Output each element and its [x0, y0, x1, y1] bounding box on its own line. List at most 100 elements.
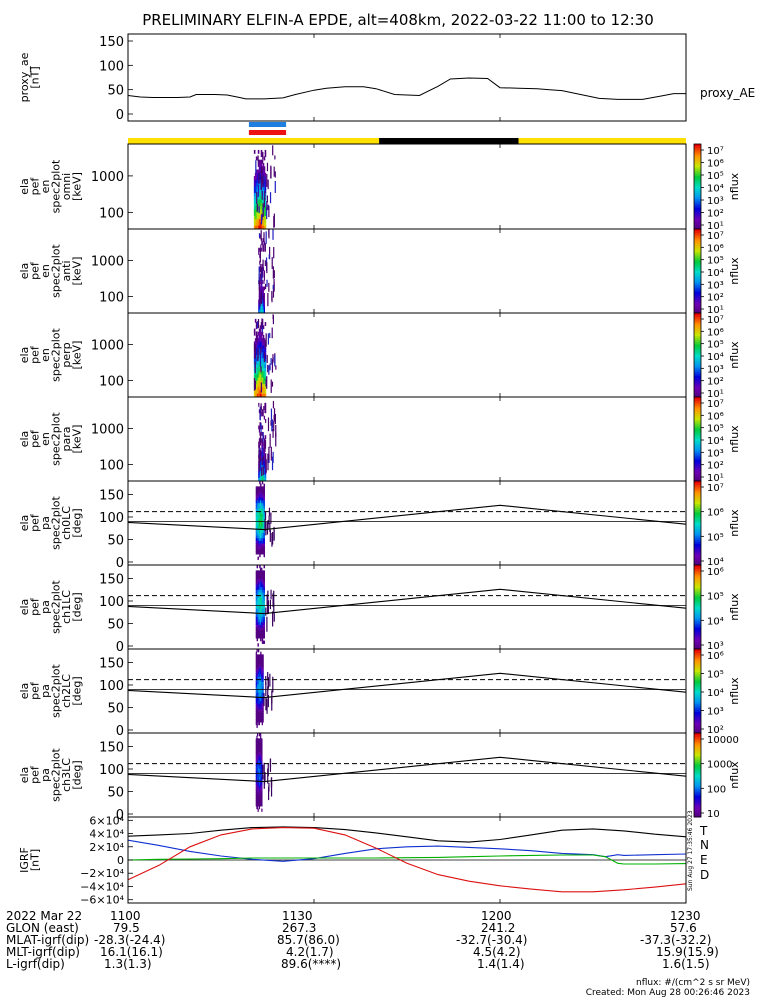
- pitch-angle-streak: [267, 694, 269, 708]
- pitch-angle-cell: [260, 586, 262, 590]
- spectrogram-cell: [263, 367, 266, 372]
- pitch-angle-streak: [269, 599, 272, 610]
- spectrogram-streak: [260, 366, 262, 373]
- colorbar-band: [694, 602, 701, 606]
- colorbar-tick-label: 10²: [707, 461, 724, 472]
- pitch-angle-cell: [258, 629, 260, 634]
- colorbar-band: [694, 756, 701, 759]
- spectrogram-cell: [256, 344, 259, 349]
- pitch-angle-cell: [262, 602, 265, 607]
- spectrogram-cell: [261, 280, 263, 284]
- spectrogram-cell: [261, 347, 264, 352]
- pitch-angle-cell: [261, 746, 263, 750]
- spectrogram-cell: [255, 179, 258, 184]
- spectrogram-cell: [258, 251, 260, 255]
- pitch-angle-cell: [256, 637, 259, 642]
- pitch-angle-cell: [256, 787, 258, 791]
- orbit-bar: [128, 122, 686, 144]
- spectrogram-cell: [259, 172, 262, 177]
- pitch-angle-cell: [257, 589, 259, 593]
- pitch-angle-cell: [261, 765, 263, 769]
- pitch-angle-cell: [260, 665, 263, 669]
- pitch-angle-cell: [257, 502, 259, 506]
- colorbar-band: [694, 308, 701, 312]
- colorbar-band: [694, 489, 701, 492]
- y-axis-label: IGRF: [18, 847, 31, 873]
- pitch-angle-cell: [256, 754, 258, 758]
- spectrogram-streak: [262, 432, 264, 442]
- y-axis-label: spec2plot: [50, 412, 63, 466]
- pitch-angle-cell: [260, 551, 262, 555]
- y-axis-label: pa: [39, 684, 52, 698]
- pitch-angle-cell: [257, 545, 259, 550]
- pitch-angle-cell: [258, 659, 261, 664]
- colorbar-band: [694, 216, 701, 219]
- spectrogram-cell: [258, 473, 260, 478]
- spectrogram-cell: [264, 189, 267, 194]
- pitch-angle-cell: [257, 632, 259, 636]
- pitch-angle-cell: [259, 481, 261, 485]
- pitch-angle-cell: [255, 581, 258, 585]
- spectrogram-cell: [261, 380, 264, 385]
- footer-value: 1130: [282, 909, 313, 923]
- pitch-angle-cell: [260, 778, 262, 783]
- pitch-angle-cell: [257, 532, 259, 536]
- pitch-angle-cell: [256, 789, 258, 793]
- pitch-angle-cell: [256, 667, 258, 672]
- spectrogram-cell: [260, 247, 262, 252]
- pitch-angle-cell: [261, 808, 263, 812]
- colorbar-band: [694, 743, 701, 747]
- pitch-angle-cell: [260, 502, 263, 506]
- pitch-angle-cell: [261, 678, 264, 682]
- colorbar-band: [694, 693, 701, 696]
- spectrogram-cell: [258, 335, 261, 339]
- pitch-angle-cell: [257, 526, 259, 531]
- pitch-angle-cell: [260, 692, 263, 696]
- spectrogram-cell: [254, 192, 257, 197]
- pitch-angle-streak: [265, 676, 267, 686]
- pitch-angle-cell: [260, 751, 262, 756]
- pitch-angle-cell: [260, 486, 263, 490]
- spectrogram-cell: [258, 215, 261, 220]
- pitch-angle-cell: [260, 586, 263, 590]
- spectrogram-cell: [254, 195, 257, 200]
- spectrogram-streak: [261, 268, 263, 282]
- colorbar-tick-label: 10⁴: [707, 184, 724, 195]
- pitch-angle-cell: [259, 613, 261, 617]
- colorbar-band: [694, 156, 701, 160]
- pitch-angle-cell: [257, 489, 259, 493]
- colorbar-band: [694, 615, 701, 618]
- pitch-angle-cell: [256, 741, 259, 745]
- spectrogram-cell: [257, 221, 260, 226]
- pitch-angle-cell: [262, 570, 265, 574]
- pitch-angle-cell: [262, 670, 264, 674]
- spectrogram-cell: [258, 328, 261, 333]
- pitch-angle-cell: [257, 760, 259, 764]
- pitch-angle-streak: [268, 515, 270, 525]
- pitch-angle-cell: [262, 543, 265, 547]
- pitch-angle-cell: [263, 540, 265, 544]
- pitch-angle-cell: [260, 573, 263, 577]
- pitch-angle-cell: [256, 657, 258, 661]
- pitch-angle-cell: [261, 589, 264, 593]
- pitch-angle-cell: [261, 486, 264, 490]
- spectrogram-cell: [255, 380, 258, 385]
- pitch-angle-cell: [257, 621, 259, 625]
- colorbar-band: [694, 789, 701, 793]
- pitch-angle-cell: [257, 711, 259, 715]
- colorbar-tick-label: 10³: [707, 641, 724, 652]
- pitch-angle-cell: [255, 765, 257, 769]
- spectrogram-streak: [270, 408, 273, 422]
- spectrogram-cell: [264, 402, 266, 407]
- pitch-angle-cell: [260, 513, 262, 517]
- spectrogram-cell: [257, 364, 260, 368]
- spectrogram-cell: [264, 192, 267, 197]
- pitch-angle-cell: [261, 494, 264, 498]
- pitch-angle-cell: [257, 629, 259, 634]
- colorbar-tick-label: 10³: [707, 280, 724, 291]
- pitch-angle-cell: [263, 502, 265, 506]
- pitch-angle-cell: [257, 486, 259, 490]
- pitch-angle-cell: [260, 800, 262, 804]
